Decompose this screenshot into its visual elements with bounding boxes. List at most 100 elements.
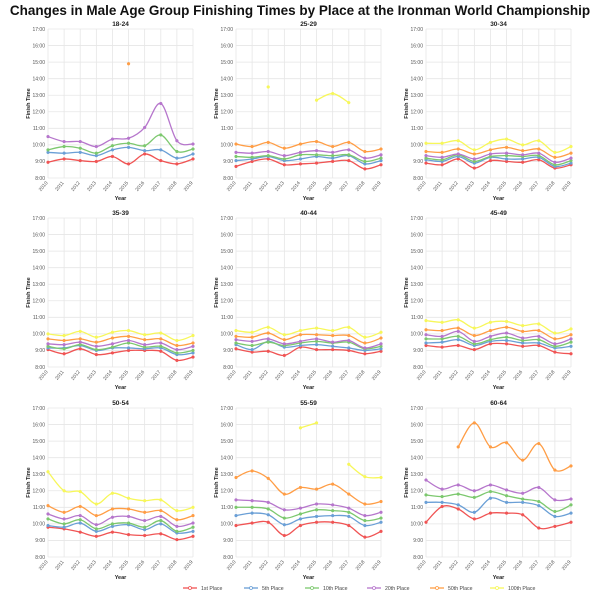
data-point [159, 498, 163, 502]
data-point [175, 537, 179, 542]
legend-marker [188, 586, 192, 590]
legend-marker [372, 586, 376, 590]
data-point [266, 140, 270, 145]
data-point [78, 337, 82, 341]
data-point [424, 149, 428, 154]
y-tick-label: 9:00 [35, 538, 45, 544]
data-point [363, 341, 367, 345]
data-point [553, 468, 557, 472]
data-point [569, 511, 573, 515]
data-point [314, 149, 319, 153]
data-point [126, 514, 131, 519]
data-point [456, 334, 460, 339]
y-tick-label: 14:00 [220, 455, 233, 461]
data-point [78, 340, 82, 344]
data-point [504, 331, 509, 335]
data-point [159, 341, 163, 345]
data-point [78, 139, 82, 144]
x-axis-label: Year [303, 196, 315, 202]
series-line-100th-place [47, 471, 194, 512]
x-tick-label: 2018 [355, 369, 367, 382]
data-point [569, 497, 573, 501]
y-axis-label: Finish Time [404, 277, 410, 307]
series-line-100th-place [47, 329, 194, 342]
panel-title: 25-29 [300, 21, 317, 28]
data-point [347, 140, 351, 145]
data-point [331, 344, 335, 348]
y-axis-label: Finish Time [404, 467, 410, 497]
series-line-1st-place [425, 158, 572, 169]
data-point [521, 336, 525, 340]
data-point [250, 339, 254, 343]
data-point [537, 485, 541, 490]
data-point [488, 158, 493, 163]
data-point [440, 155, 444, 159]
series-line-50th-place [47, 505, 194, 521]
data-point [314, 347, 319, 352]
data-point [298, 426, 303, 430]
x-tick-label: 2012 [258, 559, 270, 572]
x-tick-label: 2013 [464, 559, 476, 572]
x-tick-label: 2016 [322, 559, 334, 572]
legend-item: 20th Place [367, 586, 410, 592]
data-point [331, 154, 335, 158]
data-point [569, 151, 573, 155]
data-point [282, 523, 286, 527]
data-point [266, 85, 270, 89]
x-tick-label: 2019 [371, 369, 383, 382]
y-tick-label: 17:00 [220, 27, 233, 33]
data-point [234, 150, 238, 154]
data-point [234, 475, 238, 480]
data-point [314, 502, 319, 506]
y-tick-label: 16:00 [32, 43, 45, 49]
x-tick-label: 2012 [70, 369, 82, 382]
y-tick-label: 9:00 [223, 538, 233, 544]
data-point [472, 326, 476, 330]
data-point [424, 500, 428, 505]
data-point [379, 529, 383, 533]
data-point [569, 340, 573, 344]
data-point [94, 159, 98, 164]
x-tick-label: 2013 [86, 369, 98, 382]
data-point [363, 523, 367, 528]
data-point [191, 505, 195, 509]
data-point [191, 525, 195, 529]
series-line-10th-place [235, 153, 382, 163]
data-point [191, 513, 195, 518]
data-point [126, 328, 131, 333]
data-point [456, 503, 460, 507]
data-point [456, 152, 460, 156]
data-point [250, 330, 254, 334]
data-point [266, 513, 270, 517]
data-point [46, 148, 50, 152]
data-point [440, 504, 444, 509]
data-point [159, 344, 163, 348]
data-point [347, 462, 351, 466]
x-tick-label: 2015 [118, 559, 130, 572]
data-point [440, 487, 444, 491]
y-tick-label: 9:00 [223, 348, 233, 354]
data-point [46, 504, 50, 508]
data-point [553, 337, 557, 341]
series-line-20th-place [235, 499, 382, 517]
data-point [159, 148, 163, 152]
data-point [347, 325, 351, 329]
data-point [46, 342, 50, 346]
data-point [191, 344, 195, 348]
data-point [282, 333, 286, 337]
data-point [537, 441, 541, 446]
panel-60-64: 8:00 9:00 10:00 11:00 12:00 13:00 14:00 15:00 16… [404, 400, 573, 581]
data-point [143, 144, 147, 148]
data-point [569, 352, 573, 356]
data-point [110, 330, 115, 334]
data-point [331, 150, 335, 154]
data-point [298, 142, 303, 146]
data-point [282, 508, 286, 512]
data-point [504, 488, 509, 492]
data-point [143, 499, 147, 503]
series-line-5th-place [47, 146, 194, 159]
data-point [456, 343, 460, 348]
data-point [424, 154, 428, 158]
data-point [440, 494, 444, 499]
x-tick-label: 2017 [529, 559, 541, 572]
